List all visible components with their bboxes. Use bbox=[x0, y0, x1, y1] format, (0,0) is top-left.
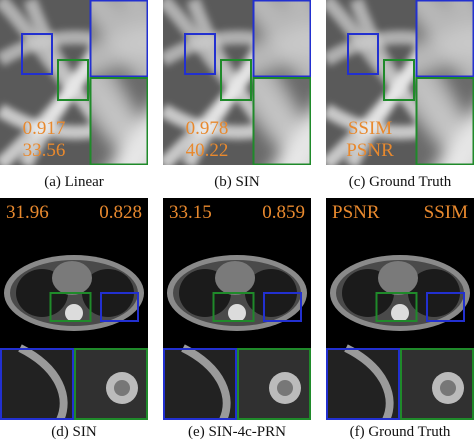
image-part bbox=[212, 292, 255, 322]
image-part bbox=[89, 0, 148, 78]
caption: (e) SIN-4c-PRN bbox=[188, 424, 286, 440]
image-part bbox=[52, 261, 92, 295]
image-part bbox=[90, 0, 148, 76]
caption: (f) Ground Truth bbox=[349, 424, 451, 440]
overlay-text: PSNR bbox=[332, 202, 380, 223]
image-part bbox=[114, 380, 130, 396]
ct-image: PSNR SSIM bbox=[326, 198, 474, 420]
image-part bbox=[253, 0, 311, 76]
overlay-text: 0.828 bbox=[99, 202, 142, 223]
image-part bbox=[445, 0, 474, 61]
overlay-text: 33.15 bbox=[169, 202, 212, 223]
image-part bbox=[378, 261, 418, 295]
overlay-text: 0.978 bbox=[186, 118, 229, 139]
image-part bbox=[100, 292, 139, 322]
ct-image: 33.15 0.859 bbox=[163, 198, 311, 420]
image-part bbox=[90, 78, 148, 165]
ct-image: 31.96 0.828 bbox=[0, 198, 148, 420]
image-part bbox=[263, 292, 302, 322]
image-part bbox=[416, 0, 474, 76]
sinogram-panel: 0.978 40.22 bbox=[163, 0, 311, 165]
caption: (d) SIN bbox=[51, 424, 97, 440]
image-part bbox=[0, 348, 74, 420]
image-part bbox=[440, 380, 456, 396]
image-part bbox=[253, 78, 311, 165]
image-part bbox=[21, 33, 53, 75]
image-part bbox=[181, 344, 231, 420]
sinogram-panel: 0.917 33.56 bbox=[0, 0, 148, 165]
image-part bbox=[277, 380, 293, 396]
image-part bbox=[344, 344, 394, 420]
sinogram-panel: SSIM PSNR bbox=[326, 0, 474, 165]
image-part bbox=[347, 33, 379, 75]
overlay-text: 40.22 bbox=[186, 140, 229, 161]
image-part bbox=[220, 59, 252, 101]
image-part bbox=[253, 24, 311, 76]
image-part bbox=[416, 78, 474, 165]
image-part bbox=[111, 107, 148, 165]
image-part bbox=[90, 0, 148, 76]
image-part bbox=[383, 59, 415, 101]
image-part bbox=[90, 24, 148, 76]
image-part bbox=[228, 304, 246, 322]
image-part bbox=[184, 33, 216, 75]
image-part bbox=[416, 0, 474, 76]
overlay-text: SSIM bbox=[348, 118, 392, 139]
overlay-text: PSNR bbox=[346, 140, 394, 161]
caption: (a) Linear bbox=[44, 174, 104, 190]
image-part bbox=[215, 261, 255, 295]
image-part bbox=[90, 78, 148, 165]
overlay-text: SSIM bbox=[424, 202, 468, 223]
caption: (b) SIN bbox=[214, 174, 260, 190]
image-part bbox=[252, 77, 311, 165]
image-part bbox=[426, 292, 465, 322]
image-part bbox=[57, 59, 89, 101]
image-part bbox=[163, 348, 237, 420]
image-part bbox=[375, 292, 418, 322]
image-part bbox=[253, 78, 311, 165]
image-part bbox=[65, 304, 83, 322]
image-part bbox=[18, 344, 68, 420]
caption: (c) Ground Truth bbox=[348, 174, 452, 190]
overlay-text: 31.96 bbox=[6, 202, 49, 223]
ct-panel: 31.96 0.828 bbox=[0, 198, 148, 420]
image-part bbox=[391, 304, 409, 322]
overlay-text: 33.56 bbox=[23, 140, 66, 161]
image-part bbox=[437, 107, 474, 165]
image-part bbox=[416, 78, 474, 165]
image-part bbox=[74, 348, 148, 420]
image-part bbox=[326, 348, 400, 420]
image-part bbox=[274, 107, 311, 165]
image-part bbox=[253, 0, 311, 76]
image-part bbox=[400, 348, 474, 420]
image-part bbox=[49, 292, 92, 322]
overlay-text: 0.859 bbox=[262, 202, 305, 223]
image-part bbox=[119, 0, 148, 61]
image-part bbox=[89, 77, 148, 165]
image-part bbox=[252, 0, 311, 78]
image-part bbox=[416, 24, 474, 76]
overlay-text: 0.917 bbox=[23, 118, 66, 139]
image-part bbox=[282, 0, 311, 61]
image-part bbox=[237, 348, 311, 420]
ct-panel: 33.15 0.859 bbox=[163, 198, 311, 420]
ct-panel: PSNR SSIM bbox=[326, 198, 474, 420]
